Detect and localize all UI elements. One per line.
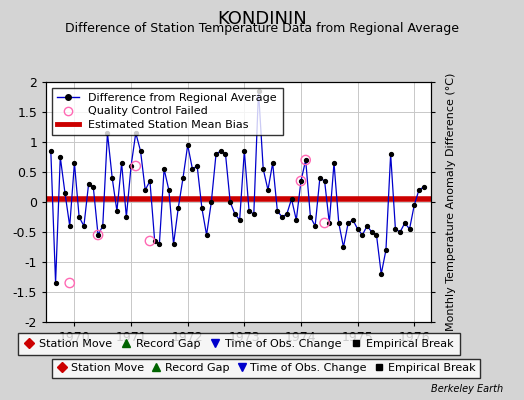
- Difference from Regional Average: [217, 148, 224, 153]
- Legend: Station Move, Record Gap, Time of Obs. Change, Empirical Break: Station Move, Record Gap, Time of Obs. C…: [18, 334, 460, 354]
- Difference from Regional Average: [388, 152, 394, 156]
- Quality Control Failed: [146, 238, 154, 244]
- Quality Control Failed: [301, 157, 310, 163]
- Legend: Station Move, Record Gap, Time of Obs. Change, Empirical Break: Station Move, Record Gap, Time of Obs. C…: [52, 359, 480, 378]
- Difference from Regional Average: [283, 212, 290, 216]
- Quality Control Failed: [297, 178, 305, 184]
- Difference from Regional Average: [279, 214, 285, 219]
- Text: KONDININ: KONDININ: [217, 10, 307, 28]
- Difference from Regional Average: [421, 185, 427, 190]
- Quality Control Failed: [320, 220, 329, 226]
- Quality Control Failed: [132, 163, 140, 169]
- Text: Berkeley Earth: Berkeley Earth: [431, 384, 503, 394]
- Difference from Regional Average: [298, 178, 304, 183]
- Y-axis label: Monthly Temperature Anomaly Difference (°C): Monthly Temperature Anomaly Difference (…: [446, 73, 456, 331]
- Difference from Regional Average: [52, 281, 59, 286]
- Quality Control Failed: [94, 232, 102, 238]
- Difference from Regional Average: [312, 224, 318, 228]
- Text: Difference of Station Temperature Data from Regional Average: Difference of Station Temperature Data f…: [65, 22, 459, 35]
- Quality Control Failed: [66, 280, 74, 286]
- Line: Difference from Regional Average: Difference from Regional Average: [49, 89, 425, 285]
- Difference from Regional Average: [255, 89, 261, 94]
- Difference from Regional Average: [48, 148, 54, 153]
